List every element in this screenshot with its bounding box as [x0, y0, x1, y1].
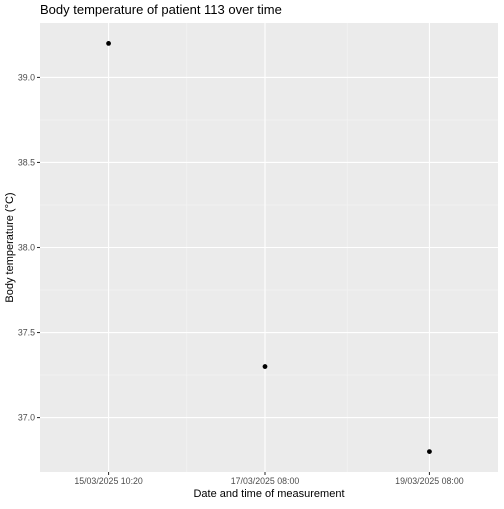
data-point	[427, 449, 432, 454]
x-axis-title: Date and time of measurement	[193, 488, 344, 500]
data-points	[106, 41, 432, 454]
x-tick-label: 19/03/2025 08:00	[395, 476, 464, 486]
x-tick-label: 17/03/2025 08:00	[231, 476, 300, 486]
x-axis: 15/03/2025 10:20 17/03/2025 08:00 19/03/20…	[74, 472, 464, 486]
y-axis: 37.0 37.5 38.0 38.5 39.0	[18, 72, 40, 423]
y-tick-label: 37.0	[18, 413, 35, 423]
y-tick-label: 39.0	[18, 72, 35, 82]
y-tick-label: 37.5	[18, 328, 35, 338]
x-tick-label: 15/03/2025 10:20	[74, 476, 143, 486]
y-tick-label: 38.0	[18, 243, 35, 253]
grid-lines	[40, 23, 498, 472]
y-axis-title: Body temperature (°C)	[4, 192, 16, 302]
chart-title: Body temperature of patient 113 over tim…	[40, 2, 282, 17]
y-tick-label: 38.5	[18, 157, 35, 167]
data-point	[106, 41, 111, 46]
data-point	[262, 364, 268, 369]
